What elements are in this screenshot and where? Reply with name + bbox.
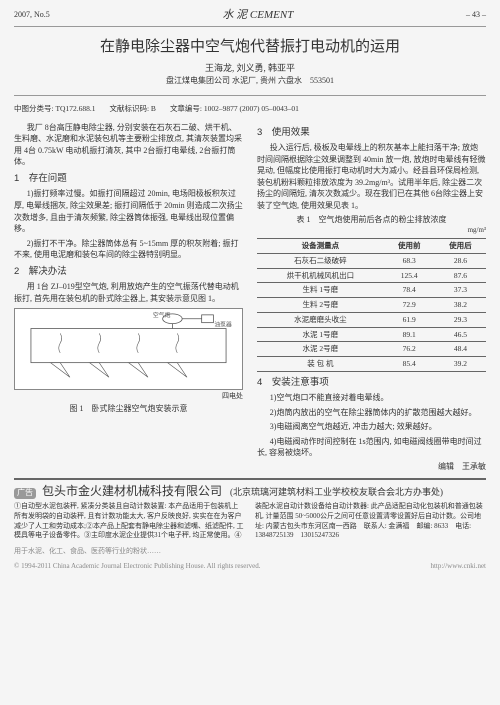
- sec3-para-a: 投入运行后, 极板及电晕线上的积灰基本上能扫落干净; 放炮时间间隔根据除尘效果调…: [257, 142, 486, 212]
- table-cell: 石灰石二级破碎: [257, 253, 384, 268]
- section-3-heading: 3 使用效果: [257, 127, 486, 139]
- footer-url: http://www.cnki.net: [430, 562, 486, 571]
- ad-section: 广告 包头市金火建材机械科技有限公司 (北京琉璃河建筑材料工业学校校友联合会北方…: [14, 478, 486, 541]
- doc-code: 文献标识码: B: [109, 104, 155, 114]
- title-rule: [14, 95, 486, 96]
- right-column: 3 使用效果 投入运行后, 极板及电晕线上的积灰基本上能扫落干净; 放炮时间间隔…: [257, 122, 486, 473]
- journal-name: 水 泥 CEMENT: [222, 8, 293, 22]
- section-1-heading: 1 存在问题: [14, 173, 243, 185]
- table-row: 水泥磨磨头收尘61.929.3: [257, 312, 486, 327]
- page-number: – 43 –: [466, 10, 486, 20]
- table-cell: 89.1: [384, 327, 435, 342]
- class-number: 中图分类号: TQ172.688.1: [14, 104, 95, 114]
- section-4-heading: 4 安装注意事项: [257, 377, 486, 389]
- sec1-para-a: 1)振打频率过慢。如振打间隔超过 20min, 电场阳极板积灰过厚, 电晕线捆灰…: [14, 188, 243, 234]
- table-cell: 生料 2号磨: [257, 298, 384, 313]
- page-header: 2007, No.5 水 泥 CEMENT – 43 –: [14, 8, 486, 22]
- table-row: 装 包 机85.439.2: [257, 357, 486, 372]
- table-1: 设备测量点 使用前 使用后 石灰石二级破碎68.328.6烘干机机械风机出口12…: [257, 238, 486, 372]
- table-body: 石灰石二级破碎68.328.6烘干机机械风机出口125.487.6生料 1号磨7…: [257, 253, 486, 371]
- table-cell: 72.9: [384, 298, 435, 313]
- fig-label-right: 油泵器: [214, 321, 232, 329]
- classification-line: 中图分类号: TQ172.688.1 文献标识码: B 文章编号: 1002–9…: [14, 104, 486, 114]
- table-row: 水泥 1号磨89.146.5: [257, 327, 486, 342]
- table-1-unit: mg/m³: [257, 226, 486, 235]
- article-title: 在静电除尘器中空气炮代替振打电动机的运用: [14, 37, 486, 57]
- table-head: 设备测量点 使用前 使用后: [257, 239, 486, 254]
- table-cell: 38.2: [435, 298, 486, 313]
- page-footer: 用于水泥、化工、食品、医药等行业的粉状……: [14, 547, 486, 556]
- table-cell: 装 包 机: [257, 357, 384, 372]
- table-cell: 39.2: [435, 357, 486, 372]
- table-row: 烘干机机械风机出口125.487.6: [257, 268, 486, 283]
- issue-label: 2007, No.5: [14, 10, 50, 20]
- table-cell: 28.6: [435, 253, 486, 268]
- table-cell: 48.4: [435, 342, 486, 357]
- footer-left: 用于水泥、化工、食品、医药等行业的粉状……: [14, 547, 161, 556]
- sec4-item-2: 2)炮筒内放出的空气在除尘器筒体内的扩散范围越大越好。: [257, 407, 486, 419]
- intro-para: 我厂 8台高压静电除尘器, 分别安装在石灰石二破、烘干机、生料磨、水泥磨和水泥装…: [14, 122, 243, 168]
- ad-subtitle: (北京琉璃河建筑材料工业学校校友联合会北方办事处): [230, 487, 443, 497]
- table-cell: 46.5: [435, 327, 486, 342]
- col-after: 使用后: [435, 239, 486, 254]
- section-2-heading: 2 解决办法: [14, 266, 243, 278]
- article-affiliation: 盘江煤电集团公司 水泥厂, 贵州 六盘水 553501: [14, 76, 486, 86]
- ad-body: ①自动型水泥包装秤, 紧凑分类装且自动计数装置: 本产品适用于包装机上所有发明袋…: [14, 502, 486, 541]
- table-cell: 烘干机机械风机出口: [257, 268, 384, 283]
- figure-1-caption: 图 1 卧式除尘器空气炮安装示意: [14, 404, 243, 414]
- table-cell: 水泥 2号磨: [257, 342, 384, 357]
- left-column: 我厂 8台高压静电除尘器, 分别安装在石灰石二破、烘干机、生料磨、水泥磨和水泥装…: [14, 122, 243, 473]
- sec4-item-1: 1)空气炮口不能直接对着电晕线。: [257, 392, 486, 404]
- sec4-item-4: 4)电磁阀动作时间控制在 1s范围内, 如电磁阀线圈带电时间过长, 容易被烧坏。: [257, 436, 486, 459]
- figure-1-diagram: 油泵器 空气炮: [15, 309, 242, 389]
- table-cell: 水泥 1号磨: [257, 327, 384, 342]
- table-header-row: 设备测量点 使用前 使用后: [257, 239, 486, 254]
- table-row: 生料 2号磨72.938.2: [257, 298, 486, 313]
- table-cell: 生料 1号磨: [257, 283, 384, 298]
- table-cell: 68.3: [384, 253, 435, 268]
- table-cell: 76.2: [384, 342, 435, 357]
- ad-badge: 广告: [14, 488, 36, 498]
- table-cell: 61.9: [384, 312, 435, 327]
- copyright-text: © 1994-2011 China Academic Journal Elect…: [14, 562, 261, 571]
- sec4-item-3: 3)电磁阀离空气炮越近, 冲击力越大; 效果越好。: [257, 421, 486, 433]
- table-1-caption: 表 1 空气炮使用前后各点的粉尘排放浓度: [257, 215, 486, 225]
- sec1-para-b: 2)振打不干净。除尘器筒体总有 5~15mm 厚的积灰附着; 振打不来, 使用电…: [14, 238, 243, 261]
- article-id: 文章编号: 1002–9877 (2007) 05–0043–01: [170, 104, 299, 114]
- table-row: 水泥 2号磨76.248.4: [257, 342, 486, 357]
- ad-header-row: 广告 包头市金火建材机械科技有限公司 (北京琉璃河建筑材料工业学校校友联合会北方…: [14, 484, 486, 500]
- table-cell: 水泥磨磨头收尘: [257, 312, 384, 327]
- article-authors: 王海龙, 刘义勇, 韩亚平: [14, 63, 486, 75]
- copyright-footer: © 1994-2011 China Academic Journal Elect…: [14, 562, 486, 571]
- table-row: 生料 1号磨78.437.3: [257, 283, 486, 298]
- body-columns: 我厂 8台高压静电除尘器, 分别安装在石灰石二破、烘干机、生料磨、水泥磨和水泥装…: [14, 122, 486, 473]
- sec2-para-a: 用 1台 ZJ–019型空气炮, 利用放炮产生的空气振荡代替电动机振打, 首先用…: [14, 281, 243, 304]
- editor-credit: 编辑 王承敏: [257, 462, 486, 472]
- fig-label-left: 空气炮: [153, 311, 171, 319]
- col-point: 设备测量点: [257, 239, 384, 254]
- table-cell: 125.4: [384, 268, 435, 283]
- ad-title: 包头市金火建材机械科技有限公司: [42, 484, 222, 498]
- fig-side-label: 四电处: [14, 392, 243, 401]
- table-row: 石灰石二级破碎68.328.6: [257, 253, 486, 268]
- table-cell: 87.6: [435, 268, 486, 283]
- header-rule: [14, 26, 486, 27]
- table-cell: 78.4: [384, 283, 435, 298]
- table-cell: 29.3: [435, 312, 486, 327]
- table-cell: 37.3: [435, 283, 486, 298]
- table-cell: 85.4: [384, 357, 435, 372]
- col-before: 使用前: [384, 239, 435, 254]
- figure-1-box: 油泵器 空气炮: [14, 308, 243, 390]
